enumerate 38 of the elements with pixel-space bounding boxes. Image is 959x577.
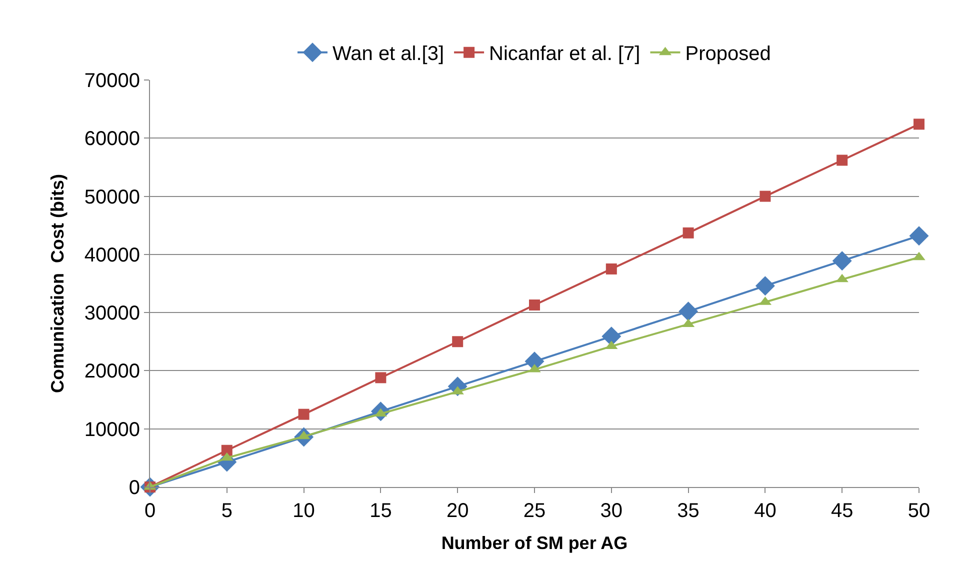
- legend-label: Wan et al.[3]: [332, 43, 444, 66]
- point: [760, 190, 771, 202]
- point: [606, 263, 617, 274]
- y-tick-label: 30000: [84, 302, 140, 325]
- legend-label: Nicanfar et al. [7]: [489, 43, 640, 66]
- x-axis-title: Number of SM per AG: [441, 533, 628, 554]
- x-tick-label: 15: [370, 500, 392, 522]
- y-tick-label: 50000: [84, 186, 140, 208]
- point: [529, 300, 540, 311]
- legend-label: Proposed: [685, 43, 771, 66]
- point: [682, 227, 694, 238]
- x-tick-label: 5: [221, 500, 232, 522]
- point: [832, 251, 852, 271]
- x-tick-label: 25: [523, 500, 546, 522]
- y-tick-label: 10000: [84, 418, 140, 441]
- x-tick-label: 20: [446, 500, 469, 522]
- point: [755, 276, 775, 296]
- x-tick-label: 30: [600, 500, 623, 522]
- y-tick-label: 0: [128, 477, 140, 499]
- point: [678, 302, 698, 322]
- point: [452, 336, 464, 348]
- x-tick-label: 45: [830, 500, 854, 522]
- x-tick-label: 0: [144, 500, 156, 522]
- point: [375, 372, 386, 384]
- x-tick-label: 50: [908, 500, 930, 522]
- y-axis-title: Comunication Cost (bits): [48, 174, 68, 393]
- y-tick-label: 40000: [84, 244, 140, 266]
- x-tick-label: 35: [677, 500, 700, 522]
- point: [909, 226, 929, 246]
- y-tick-label: 20000: [84, 360, 140, 383]
- point: [298, 408, 310, 420]
- x-tick-label: 10: [292, 500, 315, 522]
- point: [221, 444, 232, 456]
- y-tick-label: 60000: [84, 128, 140, 150]
- point: [914, 118, 924, 130]
- y-tick-label: 70000: [84, 70, 140, 92]
- x-tick-label: 40: [754, 500, 776, 522]
- point: [836, 154, 848, 166]
